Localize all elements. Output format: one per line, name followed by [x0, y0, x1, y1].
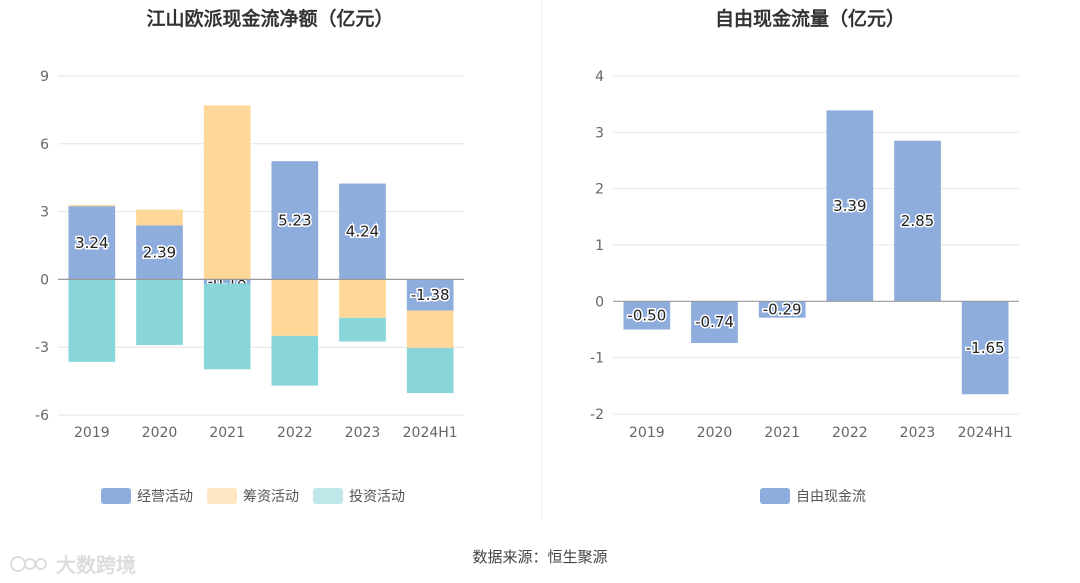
legend-label-operating: 经营活动 — [137, 489, 193, 505]
bar-2019-series-1 — [623, 301, 671, 330]
data-label-2023: 4.24 — [346, 222, 379, 240]
x-tick-label-2020: 2020 — [142, 425, 178, 441]
x-tick-label-2019: 2019 — [74, 425, 110, 441]
legend-label-investing: 投资活动 — [349, 489, 405, 505]
x-tick-label-2022: 2022 — [832, 425, 868, 441]
y-tick-label: 1 — [595, 238, 604, 254]
bar-2021-series-3 — [203, 283, 251, 370]
y-tick-label: 3 — [595, 125, 604, 141]
legend-label-free-cash-flow: 自由现金流 — [796, 489, 866, 505]
legend-label-financing: 筹资活动 — [243, 489, 299, 505]
bar-2024h1-series-3 — [406, 347, 454, 394]
x-tick-label-2024h1: 2024H1 — [403, 425, 458, 441]
y-tick-label: 0 — [595, 294, 604, 310]
data-label-2024h1: -1.38 — [411, 286, 450, 304]
bar-2021-series-2 — [203, 105, 251, 280]
data-label-2023: 2.85 — [901, 212, 934, 230]
x-tick-label-2020: 2020 — [697, 425, 733, 441]
free-cash-flow-bar-chart: -2 -1 0 1 2 3 4 -0.50 2019 -0.74 2020 -0.29 2021 3.39… — [590, 69, 1019, 441]
y-tick-label: -2 — [590, 407, 604, 423]
legend-item-financing[interactable]: 筹资活动 — [207, 486, 299, 506]
bar-2019-series-3 — [68, 279, 116, 362]
bar-2020-series-1 — [691, 301, 738, 344]
chart-divider — [541, 0, 542, 520]
right-chart-title: 自由现金流量（亿元） — [714, 8, 905, 30]
bar-2020-series-3 — [136, 279, 183, 345]
legend-swatch-investing — [313, 488, 343, 504]
y-tick-label: 0 — [40, 272, 49, 288]
bar-2023-series-1 — [894, 140, 941, 302]
legend-swatch-operating — [101, 488, 131, 504]
y-tick-label: 3 — [40, 205, 49, 221]
y-tick-label: 2 — [595, 182, 604, 198]
data-label-2024h1: -1.65 — [966, 339, 1005, 357]
x-tick-label-2019: 2019 — [629, 425, 665, 441]
data-label-2019: -0.50 — [627, 306, 666, 324]
data-label-2019: 3.24 — [75, 234, 108, 252]
bar-2022-series-3 — [271, 335, 319, 386]
bar-2021-series-1 — [758, 301, 806, 318]
left-chart-title: 江山欧派现金流净额（亿元） — [146, 8, 394, 30]
data-label-2021: -0.29 — [763, 301, 802, 319]
bar-2024h1-series-1 — [961, 301, 1009, 395]
watermark: 大数跨境 — [10, 549, 136, 578]
x-tick-label-2022: 2022 — [277, 425, 313, 441]
data-source-note: 数据来源：恒生聚源 — [472, 548, 608, 566]
bar-2022-series-1 — [826, 110, 874, 302]
bar-2023-series-2 — [339, 279, 386, 318]
x-tick-label-2024h1: 2024H1 — [958, 425, 1013, 441]
watermark-text: 大数跨境 — [56, 553, 136, 577]
bar-2024h1-series-1 — [406, 279, 454, 311]
bar-2021-series-1 — [203, 279, 251, 284]
bar-2024h1-series-2 — [406, 310, 454, 348]
bar-2022-series-1 — [271, 161, 319, 280]
legend-swatch-free-cash-flow — [760, 488, 790, 504]
bar-2019-series-1 — [68, 206, 116, 280]
bar-2023-series-1 — [339, 183, 386, 280]
y-tick-label: 6 — [40, 137, 49, 153]
bar-2020-series-1 — [136, 225, 183, 280]
y-tick-label: -3 — [35, 340, 49, 356]
x-tick-label-2021: 2021 — [764, 425, 800, 441]
y-tick-label: -6 — [35, 408, 49, 424]
legend-swatch-financing — [207, 488, 237, 504]
data-label-2022: 3.39 — [833, 197, 866, 215]
y-tick-label: 4 — [595, 69, 604, 85]
data-label-2020: 2.39 — [143, 243, 176, 261]
free-cash-flow-legend: 自由现金流 — [760, 486, 880, 506]
y-tick-label: -1 — [590, 351, 604, 367]
x-tick-label-2023: 2023 — [900, 425, 936, 441]
watermark-logo-icon — [10, 555, 47, 572]
bar-2023-series-3 — [339, 317, 386, 342]
legend-item-free-cash-flow[interactable]: 自由现金流 — [760, 486, 866, 506]
legend-item-investing[interactable]: 投资活动 — [313, 486, 405, 506]
bar-2019-series-2 — [68, 205, 116, 207]
bar-2022-series-2 — [271, 279, 319, 336]
cash-flow-stacked-bar-chart: -6-303693.2420192.392020-0.1820215.23202… — [35, 69, 464, 441]
bar-2020-series-2 — [136, 209, 183, 226]
legend-item-operating[interactable]: 经营活动 — [101, 486, 193, 506]
x-tick-label-2023: 2023 — [345, 425, 381, 441]
y-tick-label: 9 — [40, 69, 49, 85]
data-label-2022: 5.23 — [278, 211, 311, 229]
x-tick-label-2021: 2021 — [209, 425, 245, 441]
data-label-2020: -0.74 — [695, 313, 734, 331]
cash-flow-legend: 经营活动 筹资活动 投资活动 — [101, 486, 419, 506]
